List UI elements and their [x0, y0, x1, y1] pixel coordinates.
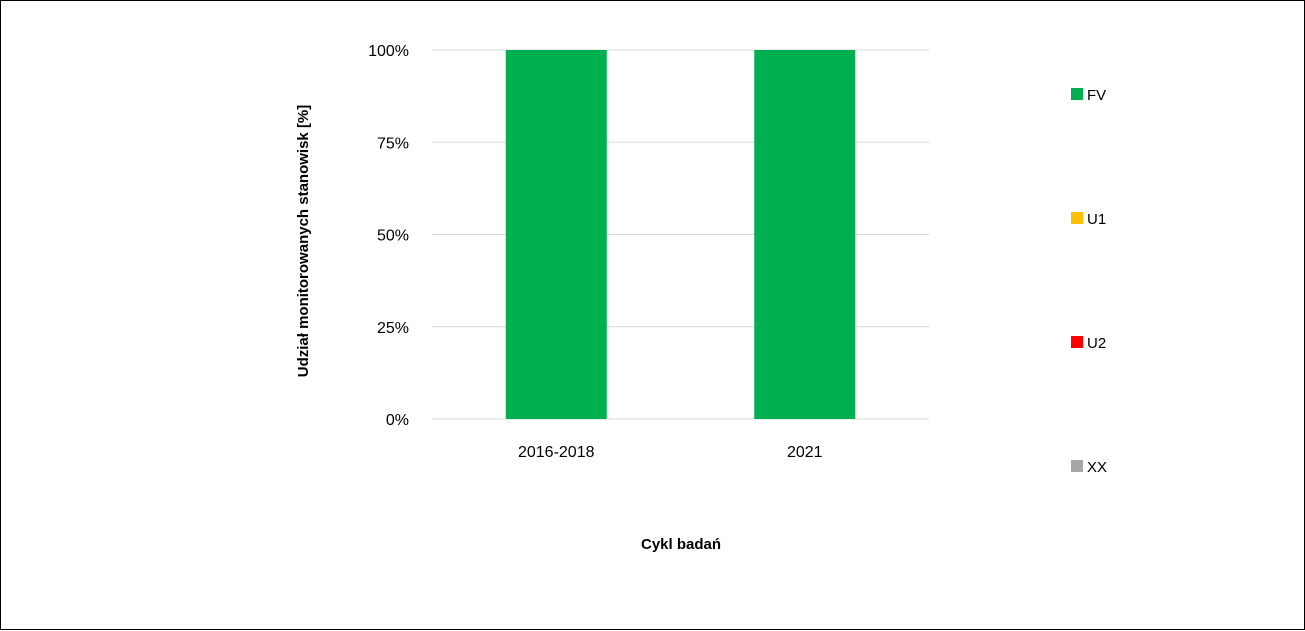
legend-swatch-xx — [1071, 460, 1083, 472]
bar-fv-2016-2018 — [505, 50, 607, 419]
y-axis-title: Udział monitorowanych stanowisk [%] — [295, 105, 312, 378]
legend-label-fv: FV — [1087, 87, 1106, 104]
y-tick-label: 0% — [386, 412, 409, 429]
x-axis-title: Cykl badań — [641, 536, 721, 553]
y-tick-label: 100% — [368, 43, 409, 60]
legend-swatch-u1 — [1071, 212, 1083, 224]
bars — [505, 50, 856, 419]
y-tick-label: 75% — [377, 135, 409, 152]
legend: FV U1 U2 XX — [1071, 87, 1107, 476]
legend-label-xx: XX — [1087, 459, 1107, 476]
x-axis-ticks: 2016-2018 2021 — [518, 444, 823, 461]
x-tick-label: 2021 — [787, 444, 823, 461]
y-axis-ticks: 0% 25% 50% 75% 100% — [368, 43, 409, 429]
y-tick-label: 50% — [377, 228, 409, 245]
bar-fv-2021 — [754, 50, 856, 419]
legend-swatch-u2 — [1071, 336, 1083, 348]
legend-label-u2: U2 — [1087, 335, 1106, 352]
legend-swatch-fv — [1071, 88, 1083, 100]
x-tick-label: 2016-2018 — [518, 444, 595, 461]
legend-label-u1: U1 — [1087, 211, 1106, 228]
y-tick-label: 25% — [377, 320, 409, 337]
